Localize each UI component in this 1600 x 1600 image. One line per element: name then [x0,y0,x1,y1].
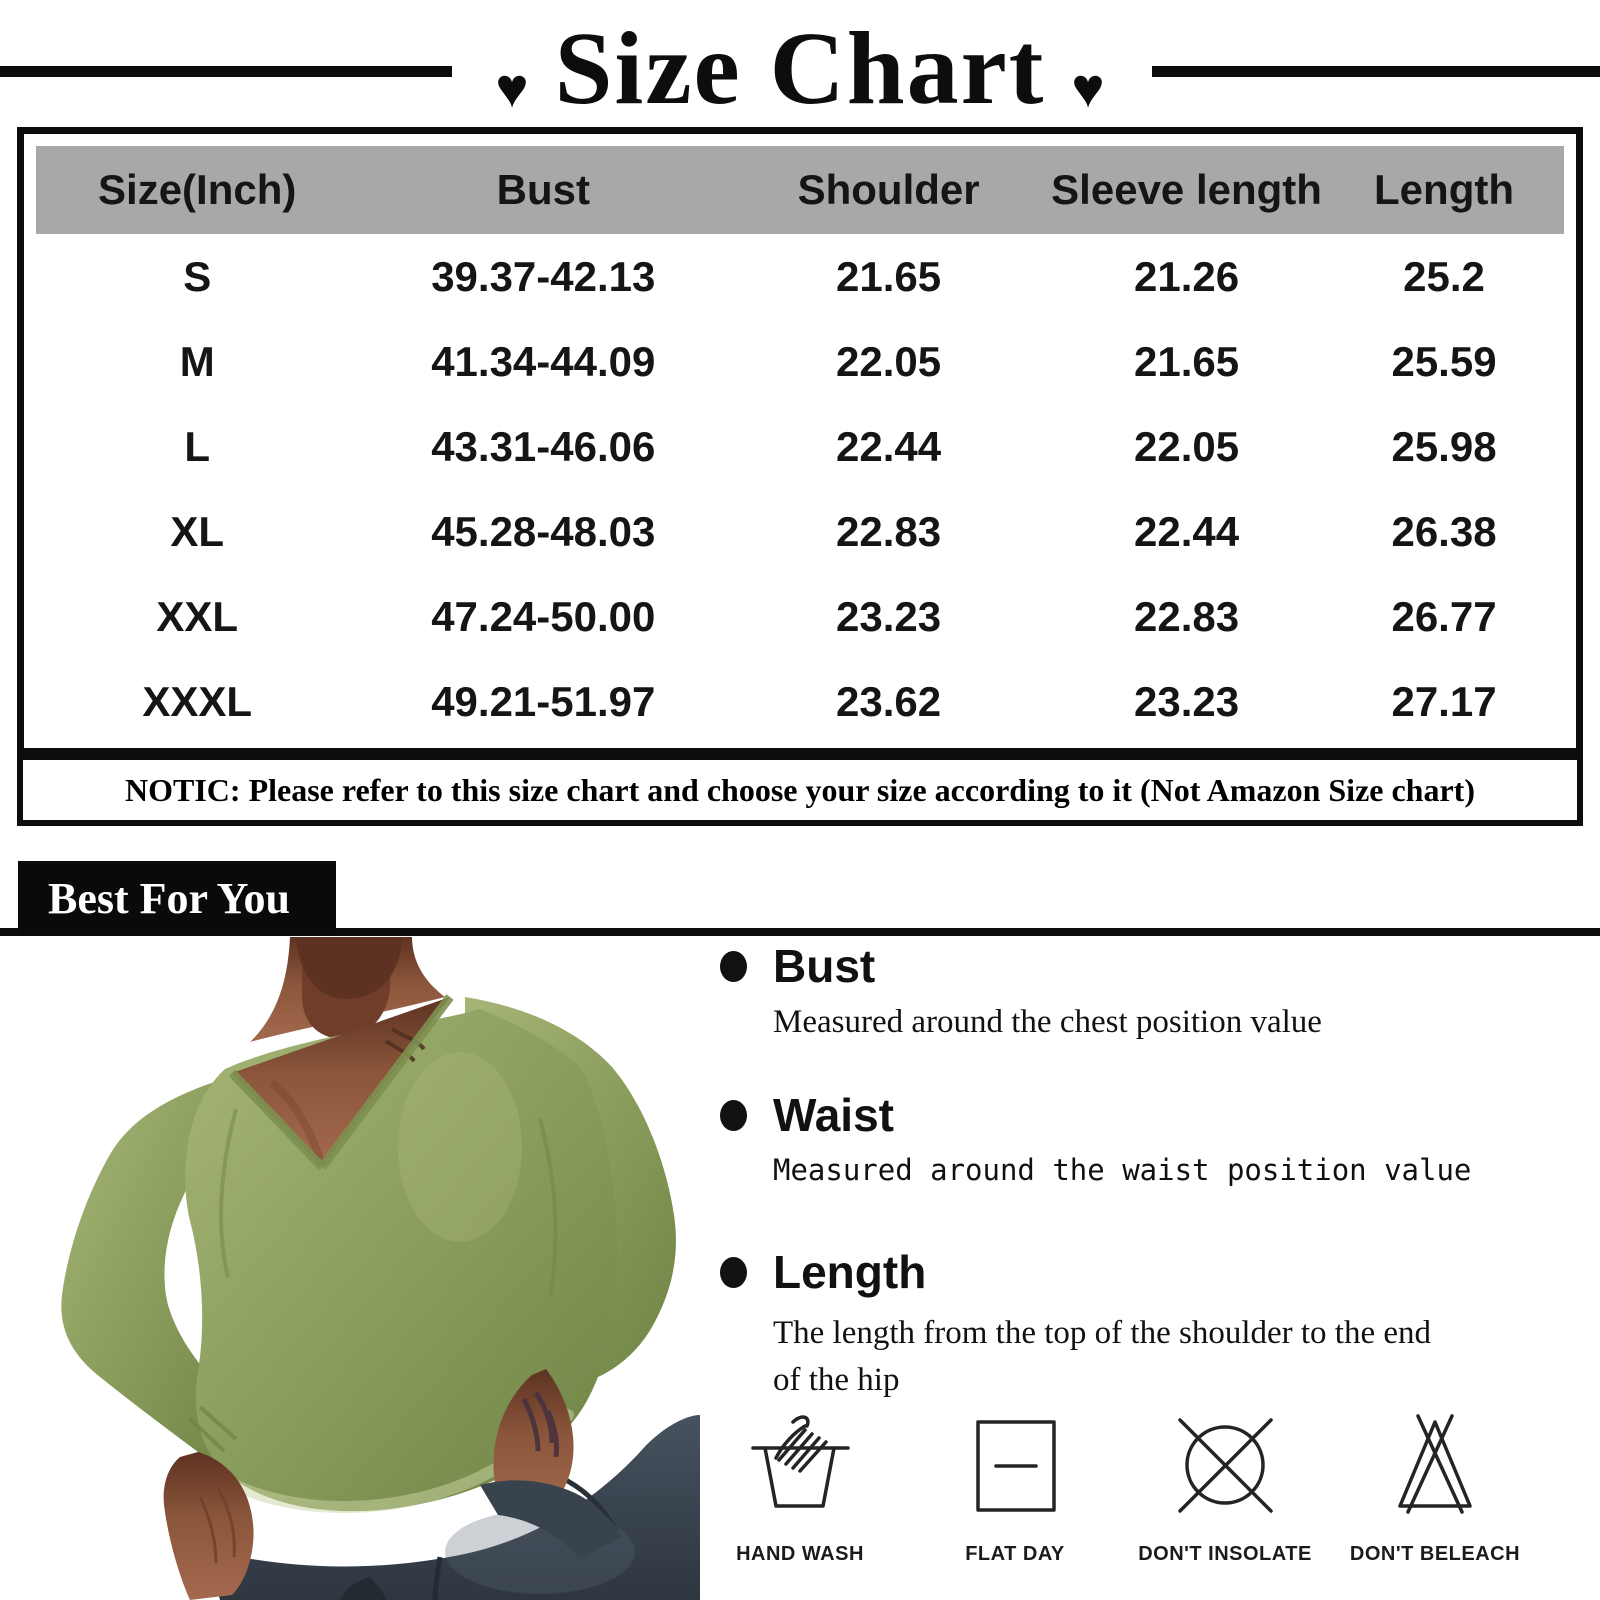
flat-day-icon [975,1420,1056,1512]
divider-line [0,928,1600,936]
shoulder-cell: 23.62 [836,677,942,725]
dont-insolate-icon [1177,1418,1273,1513]
length-cell: 27.17 [1391,677,1497,725]
bullet-icon [720,951,747,982]
decor-line-right [1152,66,1600,77]
sleeve-cell: 22.44 [1134,507,1240,555]
table-row: M 41.34-44.09 22.05 21.65 25.59 [36,319,1564,404]
column-header-sleeve: Sleeve length [1051,166,1322,213]
model-in-green-sweater-illustration [61,937,700,1600]
care-label: HAND WASH [736,1543,864,1565]
size-cell: L [184,422,211,470]
bust-cell: 47.24-50.00 [431,592,656,640]
size-cell: S [183,252,212,300]
size-cell: XL [170,507,225,555]
shoulder-cell: 22.44 [836,422,942,470]
left-sleeve [61,1077,255,1465]
column-header-bust: Bust [496,166,590,213]
bust-cell: 45.28-48.03 [431,507,656,555]
measurement-bust: Bust Measured around the chest position … [720,941,1322,1041]
table-row: L 43.31-46.06 22.44 22.05 25.98 [36,404,1564,489]
care-dont-insolate: DON'T INSOLATE [1130,1408,1320,1566]
size-table-header: Size(Inch) Bust Shoulder Sleeve length L… [36,146,1564,234]
chest-tattoo [384,1027,426,1063]
collar-band [228,994,454,1171]
length-cell: 25.59 [1391,337,1497,385]
measurement-waist: Waist Measured around the waist position… [720,1090,1471,1187]
size-cell: M [179,337,215,385]
care-hand-wash: HAND WASH [705,1408,895,1566]
size-notice: NOTIC: Please refer to this size chart a… [17,754,1583,826]
shoulder-cell: 22.83 [836,507,942,555]
length-cell: 25.98 [1391,422,1497,470]
dont-beleach-icon [1397,1414,1472,1514]
column-header-shoulder: Shoulder [797,166,980,213]
care-label: FLAT DAY [965,1543,1065,1565]
shoulder-cell: 22.05 [836,337,942,385]
sleeve-cell: 22.05 [1134,422,1240,470]
column-header-size: Size(Inch) [98,166,297,213]
decor-line-left [0,66,452,77]
table-row: XXXL 49.21-51.97 23.62 23.23 27.17 [36,659,1564,744]
bust-cell: 41.34-44.09 [431,337,656,385]
heart-icon-right: ♥ [1071,58,1105,120]
sleeve-cell: 21.26 [1134,252,1240,300]
forearm-tattoo [521,1391,559,1458]
measurement-heading: Bust [773,940,876,992]
bullet-icon [720,1257,747,1288]
length-cell: 26.77 [1391,592,1497,640]
heart-icon-left: ♥ [495,58,529,120]
size-notice-text: NOTIC: Please refer to this size chart a… [125,771,1475,808]
best-for-you-banner: Best For You [18,861,336,935]
size-cell: XXL [156,592,239,640]
model-photo [40,937,700,1600]
length-cell: 26.38 [1391,507,1497,555]
bullet-icon [720,1100,747,1131]
sleeve-cell: 21.65 [1134,337,1240,385]
table-row: S 39.37-42.13 21.65 21.26 25.2 [36,234,1564,319]
left-hand [163,1452,254,1600]
size-cell: XXXL [142,677,253,725]
measurement-description: The length from the top of the shoulder … [773,1314,1432,1399]
length-cell: 25.2 [1403,252,1485,300]
sleeve-cell: 23.23 [1134,677,1240,725]
table-row: XL 45.28-48.03 22.83 22.44 26.38 [36,489,1564,574]
sleeve-cell: 22.83 [1134,592,1240,640]
column-header-length: Length [1374,166,1514,213]
chin [296,937,402,999]
size-table: Size(Inch) Bust Shoulder Sleeve length L… [17,127,1583,755]
measurement-description: Measured around the waist position value [773,1152,1472,1187]
measurement-description: Measured around the chest position value [773,1003,1322,1040]
table-row: XXL 47.24-50.00 23.23 22.83 26.77 [36,574,1564,659]
bust-cell: 39.37-42.13 [431,252,656,300]
hand-wash-icon [750,1415,850,1508]
bust-cell: 49.21-51.97 [431,677,656,725]
bust-cell: 43.31-46.06 [431,422,656,470]
right-forearm [493,1369,574,1517]
jeans-pocket [480,1480,622,1559]
measurement-heading: Waist [773,1089,894,1141]
care-label: DON'T INSOLATE [1138,1543,1312,1565]
shoulder-cell: 21.65 [836,252,942,300]
measurement-length: Length The length from the top of the sh… [720,1247,1463,1405]
care-dont-beleach: DON'T BELEACH [1340,1408,1530,1566]
measurement-heading: Length [773,1246,927,1298]
care-label: DON'T BELEACH [1349,1543,1521,1565]
care-flat-day: FLAT DAY [920,1408,1110,1566]
banner-label: Best For You [48,873,290,923]
size-table-body: S 39.37-42.13 21.65 21.26 25.2 M 41.34-4… [36,234,1564,744]
page-title: Size Chart [554,11,1046,126]
title-row: ♥ Size Chart ♥ [0,0,1600,127]
shoulder-cell: 23.23 [836,592,942,640]
